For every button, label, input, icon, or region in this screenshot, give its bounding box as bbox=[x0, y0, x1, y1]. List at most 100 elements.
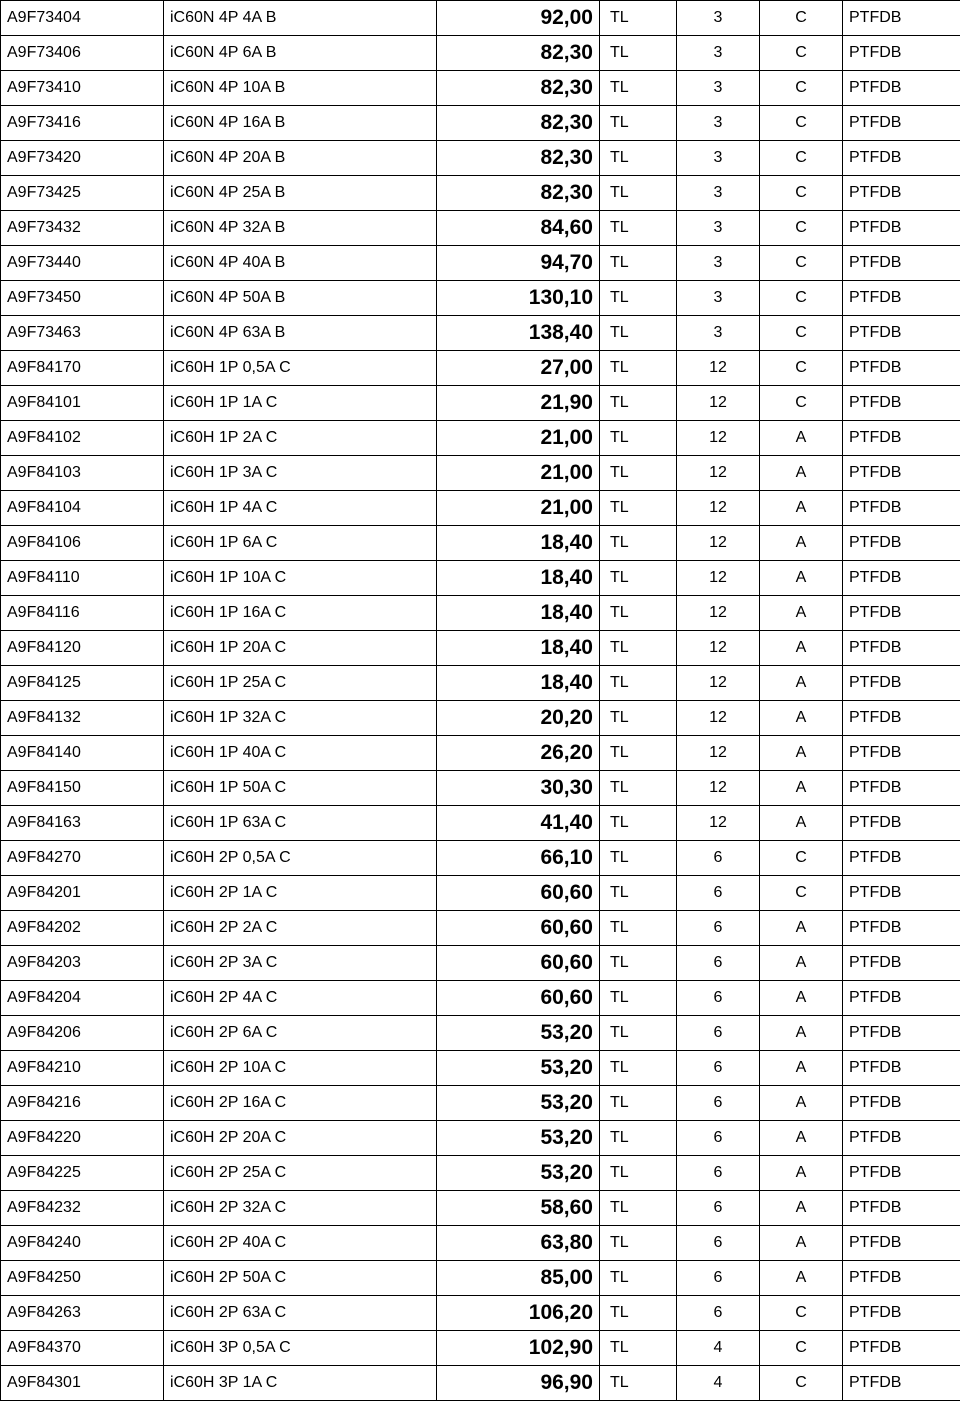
product-code: A9F84301 bbox=[1, 1366, 164, 1401]
product-code: A9F84203 bbox=[1, 946, 164, 981]
category: A bbox=[760, 736, 843, 771]
product-price: 41,40 bbox=[437, 806, 600, 841]
table-row: A9F73404iC60N 4P 4A B92,00TL3CPTFDB bbox=[1, 1, 960, 36]
product-desc: iC60H 1P 20A C bbox=[164, 631, 437, 666]
currency: TL bbox=[600, 946, 677, 981]
product-desc: iC60H 2P 20A C bbox=[164, 1121, 437, 1156]
product-desc: iC60N 4P 4A B bbox=[164, 1, 437, 36]
product-desc: iC60H 3P 0,5A C bbox=[164, 1331, 437, 1366]
product-price: 82,30 bbox=[437, 141, 600, 176]
product-desc: iC60H 2P 25A C bbox=[164, 1156, 437, 1191]
tag: PTFDB bbox=[843, 1366, 960, 1401]
tag: PTFDB bbox=[843, 491, 960, 526]
table-row: A9F73463iC60N 4P 63A B138,40TL3CPTFDB bbox=[1, 316, 960, 351]
tag: PTFDB bbox=[843, 561, 960, 596]
table-row: A9F84102iC60H 1P 2A C21,00TL12APTFDB bbox=[1, 421, 960, 456]
currency: TL bbox=[600, 876, 677, 911]
product-price: 94,70 bbox=[437, 246, 600, 281]
category: C bbox=[760, 281, 843, 316]
category: C bbox=[760, 876, 843, 911]
tag: PTFDB bbox=[843, 1051, 960, 1086]
product-price: 18,40 bbox=[437, 666, 600, 701]
pack-qty: 6 bbox=[677, 1261, 760, 1296]
pack-qty: 3 bbox=[677, 176, 760, 211]
currency: TL bbox=[600, 771, 677, 806]
currency: TL bbox=[600, 1366, 677, 1401]
product-desc: iC60N 4P 40A B bbox=[164, 246, 437, 281]
product-desc: iC60H 2P 1A C bbox=[164, 876, 437, 911]
pack-qty: 6 bbox=[677, 841, 760, 876]
pack-qty: 6 bbox=[677, 1156, 760, 1191]
product-code: A9F84225 bbox=[1, 1156, 164, 1191]
category: A bbox=[760, 631, 843, 666]
pack-qty: 3 bbox=[677, 36, 760, 71]
product-code: A9F73404 bbox=[1, 1, 164, 36]
pack-qty: 6 bbox=[677, 1191, 760, 1226]
product-desc: iC60H 1P 2A C bbox=[164, 421, 437, 456]
product-code: A9F84201 bbox=[1, 876, 164, 911]
tag: PTFDB bbox=[843, 911, 960, 946]
product-desc: iC60H 2P 50A C bbox=[164, 1261, 437, 1296]
product-desc: iC60H 2P 3A C bbox=[164, 946, 437, 981]
table-row: A9F84170iC60H 1P 0,5A C27,00TL12CPTFDB bbox=[1, 351, 960, 386]
product-code: A9F84202 bbox=[1, 911, 164, 946]
category: C bbox=[760, 1331, 843, 1366]
product-price: 92,00 bbox=[437, 1, 600, 36]
currency: TL bbox=[600, 911, 677, 946]
table-row: A9F84232iC60H 2P 32A C58,60TL6APTFDB bbox=[1, 1191, 960, 1226]
product-desc: iC60N 4P 25A B bbox=[164, 176, 437, 211]
currency: TL bbox=[600, 1191, 677, 1226]
tag: PTFDB bbox=[843, 1156, 960, 1191]
pack-qty: 6 bbox=[677, 876, 760, 911]
category: A bbox=[760, 1121, 843, 1156]
category: A bbox=[760, 946, 843, 981]
pack-qty: 3 bbox=[677, 281, 760, 316]
tag: PTFDB bbox=[843, 421, 960, 456]
product-code: A9F84204 bbox=[1, 981, 164, 1016]
product-code: A9F84106 bbox=[1, 526, 164, 561]
pack-qty: 3 bbox=[677, 246, 760, 281]
pack-qty: 4 bbox=[677, 1331, 760, 1366]
table-row: A9F73440iC60N 4P 40A B94,70TL3CPTFDB bbox=[1, 246, 960, 281]
product-code: A9F84132 bbox=[1, 701, 164, 736]
tag: PTFDB bbox=[843, 806, 960, 841]
product-code: A9F73420 bbox=[1, 141, 164, 176]
tag: PTFDB bbox=[843, 526, 960, 561]
product-code: A9F84140 bbox=[1, 736, 164, 771]
table-row: A9F84101iC60H 1P 1A C21,90TL12CPTFDB bbox=[1, 386, 960, 421]
category: A bbox=[760, 771, 843, 806]
table-row: A9F84370iC60H 3P 0,5A C102,90TL4CPTFDB bbox=[1, 1331, 960, 1366]
currency: TL bbox=[600, 211, 677, 246]
table-row: A9F84216iC60H 2P 16A C53,20TL6APTFDB bbox=[1, 1086, 960, 1121]
table-row: A9F84225iC60H 2P 25A C53,20TL6APTFDB bbox=[1, 1156, 960, 1191]
table-row: A9F84270iC60H 2P 0,5A C66,10TL6CPTFDB bbox=[1, 841, 960, 876]
table-row: A9F73450iC60N 4P 50A B130,10TL3CPTFDB bbox=[1, 281, 960, 316]
product-price: 53,20 bbox=[437, 1156, 600, 1191]
currency: TL bbox=[600, 701, 677, 736]
table-row: A9F73425iC60N 4P 25A B82,30TL3CPTFDB bbox=[1, 176, 960, 211]
product-price: 53,20 bbox=[437, 1086, 600, 1121]
currency: TL bbox=[600, 1226, 677, 1261]
product-desc: iC60H 2P 16A C bbox=[164, 1086, 437, 1121]
currency: TL bbox=[600, 71, 677, 106]
product-price: 18,40 bbox=[437, 561, 600, 596]
pack-qty: 12 bbox=[677, 351, 760, 386]
currency: TL bbox=[600, 1016, 677, 1051]
currency: TL bbox=[600, 1261, 677, 1296]
product-desc: iC60N 4P 32A B bbox=[164, 211, 437, 246]
currency: TL bbox=[600, 421, 677, 456]
product-price: 106,20 bbox=[437, 1296, 600, 1331]
product-price: 130,10 bbox=[437, 281, 600, 316]
product-code: A9F84116 bbox=[1, 596, 164, 631]
currency: TL bbox=[600, 176, 677, 211]
currency: TL bbox=[600, 246, 677, 281]
product-code: A9F84125 bbox=[1, 666, 164, 701]
product-desc: iC60H 2P 10A C bbox=[164, 1051, 437, 1086]
currency: TL bbox=[600, 981, 677, 1016]
pack-qty: 12 bbox=[677, 561, 760, 596]
pack-qty: 12 bbox=[677, 596, 760, 631]
table-row: A9F84103iC60H 1P 3A C21,00TL12APTFDB bbox=[1, 456, 960, 491]
currency: TL bbox=[600, 1296, 677, 1331]
category: A bbox=[760, 596, 843, 631]
product-price: 53,20 bbox=[437, 1051, 600, 1086]
